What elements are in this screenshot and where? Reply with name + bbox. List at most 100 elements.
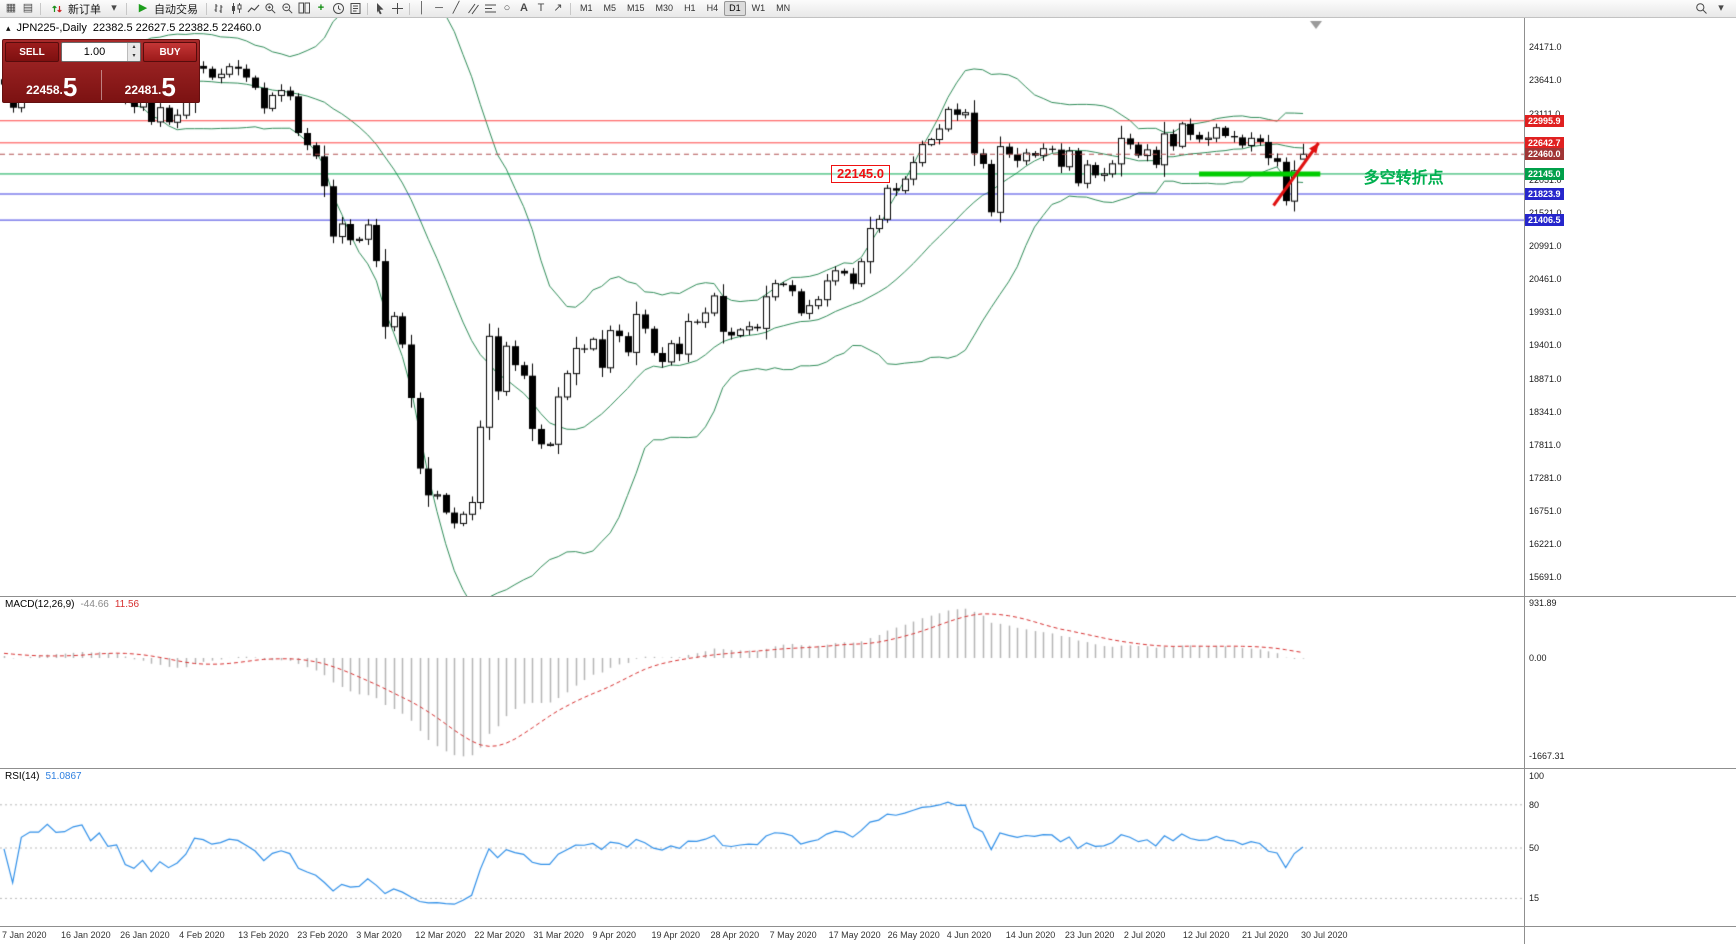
- hline-price-badge: 22995.9: [1525, 114, 1564, 127]
- timeframe-H4[interactable]: H4: [706, 3, 719, 13]
- toolbar-right-icons: ▾: [1693, 1, 1733, 16]
- timeframe-M1[interactable]: M1: [580, 3, 593, 13]
- date-label: 7 Jan 2020: [2, 930, 47, 940]
- price-chart-pane: ▴ JPN225-,Daily 22382.5 22627.5 22382.5 …: [0, 18, 1736, 596]
- indicators-icon[interactable]: +: [317, 2, 325, 14]
- date-label: 2 Jul 2020: [1123, 930, 1166, 940]
- rsi-axis-label: 50: [1529, 843, 1540, 853]
- pane-splitter[interactable]: [0, 596, 1736, 597]
- time-axis-separator: [1524, 926, 1525, 944]
- date-label: 9 Apr 2020: [592, 930, 636, 940]
- sell-button[interactable]: SELL: [5, 42, 59, 62]
- new-order-dropdown-icon[interactable]: ▾: [111, 2, 117, 14]
- rsi-title: RSI(14) 51.0867: [5, 771, 82, 782]
- buy-button[interactable]: BUY: [143, 42, 197, 62]
- timeframe-M5[interactable]: M5: [603, 3, 617, 13]
- macd-main-value: -44.66: [80, 599, 109, 610]
- toolbar-overflow-icon[interactable]: ▾: [1718, 2, 1724, 14]
- macd-canvas[interactable]: [0, 596, 1524, 768]
- sell-price-big: 5: [62, 72, 78, 102]
- timeframe-M15[interactable]: M15: [627, 3, 645, 13]
- macd-axis-label: 931.89: [1529, 598, 1557, 609]
- date-label: 14 Jun 2020: [1005, 930, 1056, 940]
- tile-windows-icon[interactable]: [296, 1, 312, 16]
- timeframe-D1[interactable]: D1: [724, 1, 746, 16]
- macd-label: MACD(12,26,9): [5, 599, 75, 610]
- symbol-period-label: JPN225-,Daily: [16, 22, 87, 34]
- price-axis-label: 23641.0: [1529, 75, 1562, 86]
- date-label: 26 May 2020: [887, 930, 940, 940]
- ohlc-values: 22382.5 22627.5 22382.5 22460.0: [92, 22, 262, 34]
- toolbar: ▦ ▤ 新订单 ▾ ▶ 自动交易: [0, 0, 1736, 18]
- date-label: 4 Feb 2020: [179, 930, 225, 940]
- price-axis-label: 18341.0: [1529, 406, 1562, 417]
- time-axis: 7 Jan 2020 16 Jan 2020 26 Jan 2020 4 Feb 20…: [0, 926, 1736, 944]
- arrows-icon[interactable]: ↗: [553, 2, 563, 14]
- autotrading-label: 自动交易: [154, 3, 198, 16]
- fibonacci-icon[interactable]: [482, 1, 498, 16]
- buy-price-small: 22481.: [124, 83, 162, 97]
- trendline-icon[interactable]: ╱: [452, 2, 460, 14]
- one-click-trading-panel: SELL ▴ ▾ BUY 22458.5 22481.5: [2, 39, 200, 103]
- volume-increase-button[interactable]: ▴: [128, 43, 140, 52]
- zoom-in-icon[interactable]: [262, 1, 278, 16]
- text-icon[interactable]: A: [520, 2, 528, 14]
- horizontal-line-icon[interactable]: ─: [435, 2, 443, 14]
- timeframe-MN[interactable]: MN: [776, 3, 791, 13]
- price-annotation-box[interactable]: 22145.0: [831, 164, 891, 183]
- macd-pane: MACD(12,26,9) -44.66 11.56 931.89 0.00 -1667…: [0, 596, 1736, 768]
- vertical-line-icon[interactable]: │: [418, 2, 426, 14]
- timeframe-H1[interactable]: H1: [684, 3, 696, 13]
- label-icon[interactable]: T: [537, 2, 545, 14]
- rsi-axis-label: 100: [1529, 771, 1545, 781]
- autotrading-button[interactable]: ▶ 自动交易: [131, 1, 202, 16]
- periods-icon[interactable]: [330, 1, 346, 16]
- pane-splitter[interactable]: [0, 768, 1736, 769]
- candlestick-chart-icon[interactable]: [228, 1, 244, 16]
- toolbar-separator: [409, 2, 410, 15]
- toolbar-separator: [40, 2, 41, 15]
- price-axis-label: 15691.0: [1529, 572, 1562, 583]
- hline-price-badge: 21823.9: [1525, 188, 1564, 200]
- zoom-out-icon[interactable]: [279, 1, 295, 16]
- hline-price-badge: 22642.7: [1525, 136, 1564, 149]
- bar-chart-icon[interactable]: [211, 1, 227, 16]
- buy-price-big: 5: [161, 72, 176, 102]
- volume-input[interactable]: [62, 43, 127, 61]
- new-chart-icon[interactable]: ▦: [5, 2, 17, 14]
- date-label: 19 Apr 2020: [651, 930, 701, 940]
- one-click-collapse-icon[interactable]: ▴: [6, 22, 11, 33]
- price-axis-label: 18871.0: [1529, 373, 1562, 384]
- macd-title: MACD(12,26,9) -44.66 11.56: [5, 599, 139, 610]
- date-label: 16 Jan 2020: [61, 930, 111, 940]
- buy-price[interactable]: 22481. 5: [104, 74, 198, 102]
- toolbar-separator: [367, 2, 368, 15]
- rsi-axis-label: 80: [1529, 799, 1540, 810]
- channel-icon[interactable]: [465, 1, 481, 16]
- toolbar-separator: [126, 2, 127, 15]
- price-axis-label: 17281.0: [1529, 472, 1562, 483]
- search-icon[interactable]: [1693, 1, 1709, 16]
- templates-icon[interactable]: [347, 1, 363, 16]
- date-label: 26 Jan 2020: [120, 930, 170, 940]
- sell-price-small: 22458.: [26, 83, 63, 97]
- timeframe-M30[interactable]: M30: [655, 3, 674, 13]
- hline-price-badge: 22145.0: [1525, 167, 1564, 180]
- rsi-canvas[interactable]: [0, 768, 1524, 926]
- rsi-label: RSI(14): [5, 771, 40, 782]
- line-chart-icon[interactable]: [245, 1, 261, 16]
- crosshair-icon[interactable]: [389, 1, 405, 16]
- timeframe-W1[interactable]: W1: [751, 3, 766, 13]
- timeframe-toolbar: M1 M5 M15 M30 H1 H4 D1 W1 MN: [575, 1, 795, 16]
- rsi-axis-separator: [1524, 768, 1525, 926]
- price-axis-label: 19931.0: [1529, 307, 1562, 318]
- volume-decrease-button[interactable]: ▾: [128, 52, 140, 61]
- cursor-icon[interactable]: [372, 1, 388, 16]
- turning-point-label[interactable]: 多空转折点: [1363, 169, 1444, 187]
- new-order-button[interactable]: 新订单: [45, 1, 105, 16]
- shapes-icon[interactable]: ○: [503, 2, 511, 14]
- profiles-icon[interactable]: ▤: [22, 2, 34, 14]
- price-chart-canvas[interactable]: [0, 18, 1524, 596]
- price-axis-label: 17811.0: [1529, 439, 1561, 450]
- sell-price[interactable]: 22458. 5: [5, 74, 99, 102]
